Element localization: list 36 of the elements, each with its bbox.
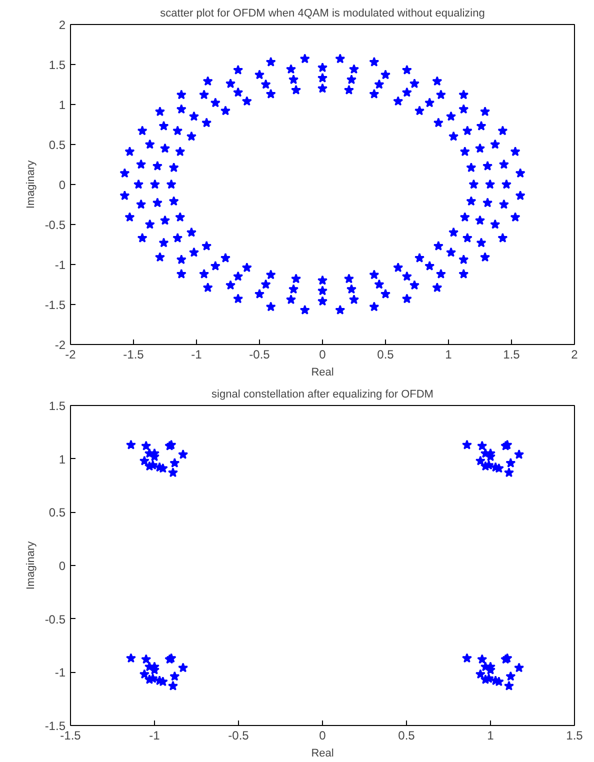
- y-axis-title: Imaginary: [24, 160, 37, 209]
- chart-title: signal constellation after equalizing for OFDM: [212, 388, 434, 400]
- y-tick-label: 1.5: [48, 58, 66, 72]
- y-tick-label: -1.5: [44, 719, 66, 733]
- x-tick-label: -1: [149, 728, 160, 742]
- x-tick-label: -1: [191, 348, 202, 362]
- y-tick-label: 1: [58, 98, 66, 112]
- y-axis-title: Imaginary: [24, 540, 37, 590]
- x-tick-label: 0: [319, 348, 326, 362]
- x-tick-label: 0.5: [398, 728, 416, 742]
- chart-title: scatter plot for OFDM when 4QAM is modulated without equalizing: [160, 8, 485, 20]
- y-tick-label: 0.5: [48, 138, 66, 152]
- x-tick-label: 1: [487, 728, 494, 742]
- y-tick-label: 0.5: [48, 506, 66, 520]
- x-tick-label: 1: [445, 348, 452, 362]
- y-tick-label: -1: [54, 666, 66, 680]
- x-axis-title: Real: [311, 748, 334, 760]
- x-tick-label: 1.5: [566, 728, 584, 742]
- y-tick-label: 0: [58, 178, 66, 192]
- x-axis-title: Real: [311, 366, 334, 378]
- x-tick-label: 1.5: [503, 348, 520, 362]
- y-tick-label: 2: [58, 18, 66, 32]
- y-tick-label: -1.5: [44, 298, 66, 312]
- x-tick-label: -0.5: [249, 348, 270, 362]
- y-tick-label: -0.5: [44, 218, 66, 232]
- x-tick-label: 0: [319, 728, 326, 742]
- x-tick-label: 0.5: [377, 348, 394, 362]
- y-tick-label: -1: [54, 258, 66, 272]
- y-tick-label: 1.5: [48, 399, 66, 413]
- x-tick-label: -0.5: [228, 728, 250, 742]
- x-tick-label: 2: [571, 348, 578, 362]
- x-tick-label: -1.5: [123, 348, 144, 362]
- y-tick-label: 1: [58, 452, 66, 466]
- y-tick-label: -2: [54, 338, 66, 352]
- y-tick-label: -0.5: [44, 612, 66, 626]
- y-tick-label: 0: [58, 559, 66, 573]
